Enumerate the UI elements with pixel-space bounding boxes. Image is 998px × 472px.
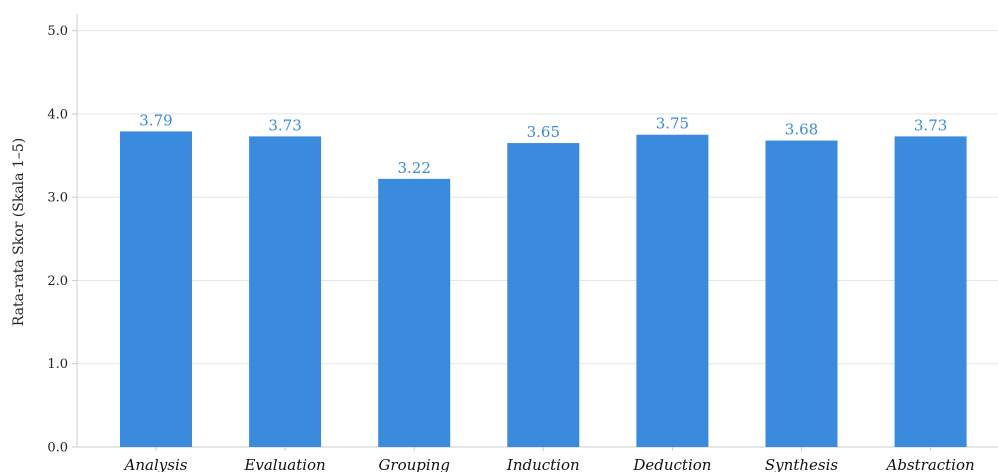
category-label-abstraction: Abstraction	[884, 456, 974, 472]
category-labels: Analysis Evaluation Grouping Induction Deduc…	[123, 447, 975, 472]
value-label-induction: 3.65	[527, 123, 560, 141]
value-label-grouping: 3.22	[397, 159, 430, 177]
bar-induction	[507, 143, 580, 447]
y-tick-label: 0.0	[47, 441, 68, 456]
bar-synthesis	[765, 140, 838, 448]
value-label-abstraction: 3.73	[914, 116, 947, 134]
bars	[120, 131, 967, 448]
category-label-induction: Induction	[506, 456, 580, 472]
category-label-synthesis: Synthesis	[765, 456, 838, 472]
y-tick-label: 5.0	[47, 24, 68, 39]
y-tick-label: 4.0	[47, 107, 68, 122]
value-label-synthesis: 3.68	[785, 121, 818, 139]
bar-analysis	[120, 131, 192, 448]
y-tick-label: 2.0	[47, 274, 68, 289]
y-tick-label: 3.0	[47, 191, 68, 206]
value-label-evaluation: 3.73	[268, 116, 301, 134]
y-tick-label: 1.0	[47, 357, 68, 372]
category-label-deduction: Deduction	[632, 456, 711, 472]
value-label-analysis: 3.79	[139, 111, 172, 129]
value-labels: 3.79 3.73 3.22 3.65 3.75 3.68 3.73	[139, 111, 947, 176]
y-axis-label: Rata-rata Skor (Skala 1–5)	[11, 138, 27, 326]
y-axis-ticks: 0.0 1.0 2.0 3.0 4.0 5.0	[47, 24, 77, 456]
bar-grouping	[378, 178, 451, 447]
value-label-deduction: 3.75	[656, 115, 689, 133]
bar-evaluation	[249, 136, 322, 447]
category-label-analysis: Analysis	[123, 456, 188, 472]
bar-deduction	[636, 134, 709, 447]
category-label-grouping: Grouping	[378, 456, 450, 472]
category-label-evaluation: Evaluation	[243, 456, 325, 472]
bar-abstraction	[894, 136, 967, 447]
